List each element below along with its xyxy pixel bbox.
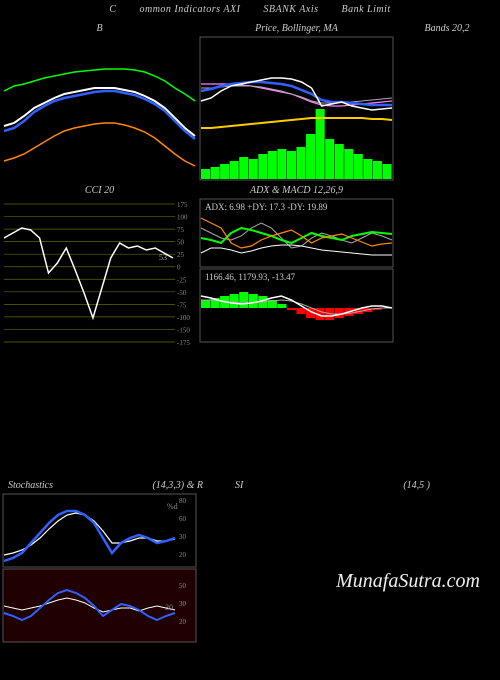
svg-text:100: 100 <box>177 214 188 222</box>
price-chart <box>199 36 394 181</box>
bands-panel: Bands 20,2 <box>396 19 498 181</box>
hdr-mid1: ommon Indicators AXI <box>139 4 240 15</box>
bb-panel: B <box>2 19 197 181</box>
page-header: C ommon Indicators AXI SBANK Axis Bank L… <box>0 0 500 19</box>
svg-text:25: 25 <box>177 251 185 259</box>
adx-chart: ADX: 6.98 +DY: 17.3 -DY: 19.89 <box>199 198 394 268</box>
svg-text:75: 75 <box>177 226 185 234</box>
svg-text:50: 50 <box>179 582 187 590</box>
svg-text:1166.46, 1179.93, -13.47: 1166.46, 1179.93, -13.47 <box>205 272 296 282</box>
svg-text:60: 60 <box>179 515 187 523</box>
svg-text:-175: -175 <box>177 339 190 347</box>
watermark: MunafaSutra.com <box>336 570 480 593</box>
price-panel: Price, Bollinger, MA <box>199 19 394 181</box>
svg-text:ADX: 6.98 +DY: 17.3 -DY: 19.: ADX: 6.98 +DY: 17.3 -DY: 19.89 <box>205 202 328 212</box>
svg-text:30: 30 <box>179 533 187 541</box>
svg-text:-75: -75 <box>177 301 187 309</box>
svg-text:%d: %d <box>167 502 178 511</box>
stoch-title-row: Stochastics (14,3,3) & R <box>8 480 203 491</box>
bb-chart <box>2 36 197 181</box>
stoch-title: Stochastics <box>8 480 53 491</box>
stoch-rsi-panel: 80 60 30 20 %d 50 30 20 30 <box>2 493 197 643</box>
svg-text:175: 175 <box>177 201 188 209</box>
adx-macd-panel: ADX & MACD 12,26,9 ADX: 6.98 +DY: 17.3 -… <box>199 181 394 348</box>
svg-text:20: 20 <box>179 618 187 626</box>
bb-title: B <box>2 23 197 34</box>
hdr-mid2: SBANK Axis <box>263 4 318 15</box>
si-title: SI <box>235 480 243 491</box>
svg-text:20: 20 <box>179 551 187 559</box>
svg-text:-50: -50 <box>177 289 187 297</box>
cci-title: CCI 20 <box>2 185 197 196</box>
si-title-row: SI (14,5 ) <box>205 480 430 491</box>
rsi-chart: 50 30 20 30 <box>2 568 197 643</box>
svg-text:0: 0 <box>177 264 181 272</box>
adx-macd-title: ADX & MACD 12,26,9 <box>199 185 394 196</box>
bands-title: Bands 20,2 <box>396 23 498 34</box>
stoch-chart: 80 60 30 20 %d <box>2 493 197 568</box>
hdr-left: C <box>109 4 116 15</box>
svg-text:30: 30 <box>165 603 173 612</box>
macd-chart: 1166.46, 1179.93, -13.47 <box>199 268 394 343</box>
svg-text:53: 53 <box>159 253 167 262</box>
svg-text:-25: -25 <box>177 276 187 284</box>
si-params: (14,5 ) <box>403 480 430 491</box>
svg-text:50: 50 <box>177 239 185 247</box>
svg-text:80: 80 <box>179 497 187 505</box>
cci-chart: 175 100 75 50 25 0 -25 -50 -75 -100 -150 -175 53 <box>2 198 197 348</box>
cci-panel: CCI 20 175 100 75 50 25 0 -25 -50 -75 -100 -150 -17… <box>2 181 197 348</box>
svg-text:-150: -150 <box>177 326 190 334</box>
price-title: Price, Bollinger, MA <box>199 23 394 34</box>
svg-text:-100: -100 <box>177 314 190 322</box>
hdr-right: Bank Limit <box>342 4 391 15</box>
svg-text:30: 30 <box>179 600 187 608</box>
stoch-params: (14,3,3) & R <box>152 480 203 491</box>
